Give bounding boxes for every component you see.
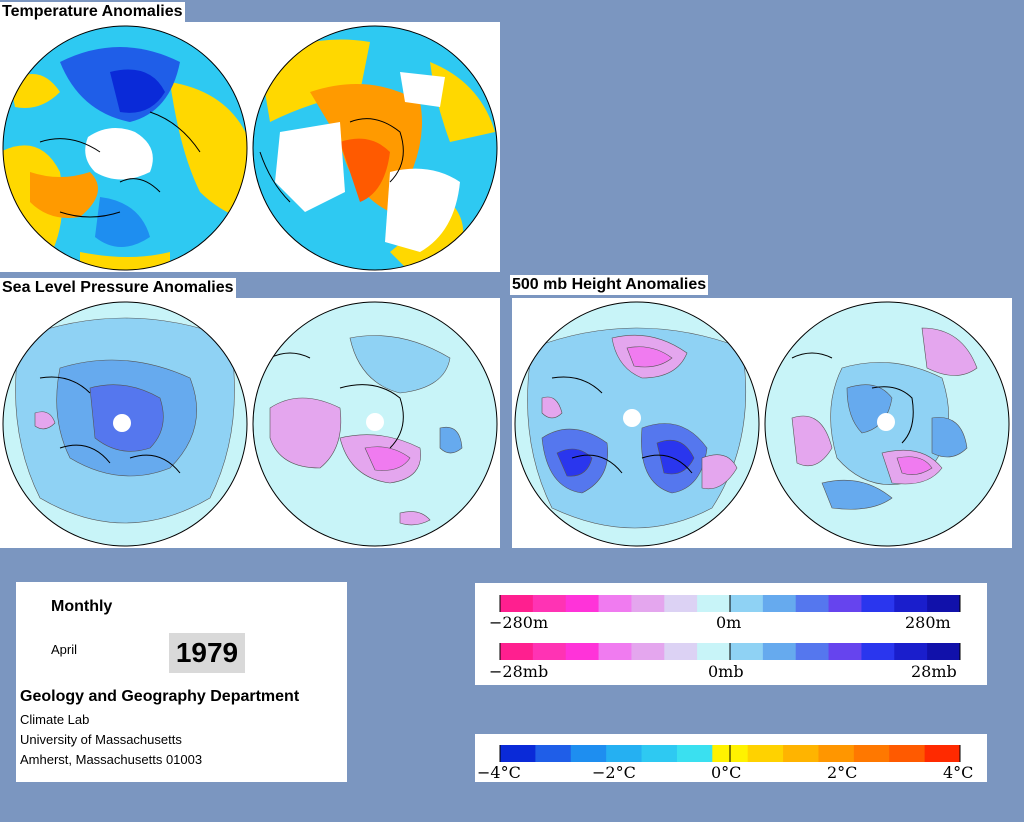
height-swatch-8 bbox=[762, 595, 797, 612]
temp-swatch-7 bbox=[747, 745, 784, 762]
info-box: Monthly April 1979 Geology and Geography… bbox=[16, 582, 347, 782]
pressure-swatch-9 bbox=[795, 643, 830, 660]
height-label-min: −280m bbox=[489, 613, 548, 632]
slp-title: Sea Level Pressure Anomalies bbox=[0, 278, 236, 298]
pressure-swatch-7 bbox=[730, 643, 764, 660]
height-title: 500 mb Height Anomalies bbox=[510, 275, 709, 295]
temp-label-3: 2°C bbox=[827, 763, 857, 782]
temp-swatch-9 bbox=[818, 745, 855, 762]
height-swatch-12 bbox=[894, 595, 928, 612]
temperature-globe-south bbox=[252, 25, 498, 271]
pressure-swatch-0 bbox=[500, 643, 534, 660]
temperature-colorbar bbox=[499, 745, 961, 762]
height-globe-south bbox=[764, 301, 1010, 547]
temp-label-0: −4°C bbox=[477, 763, 521, 782]
pressure-swatch-11 bbox=[861, 643, 895, 660]
pressure-swatch-1 bbox=[532, 643, 567, 660]
pressure-label-mid: 0mb bbox=[708, 662, 744, 681]
temp-swatch-0 bbox=[500, 745, 536, 762]
pressure-swatch-5 bbox=[664, 643, 698, 660]
temp-label-2: 0°C bbox=[711, 763, 741, 782]
lab-label: Climate Lab bbox=[20, 712, 90, 727]
temp-swatch-11 bbox=[889, 745, 926, 762]
temp-swatch-12 bbox=[924, 745, 961, 762]
temp-swatch-2 bbox=[570, 745, 607, 762]
period-label: Monthly bbox=[51, 598, 113, 615]
month-label: April bbox=[51, 642, 78, 657]
temp-label-4: 4°C bbox=[943, 763, 973, 782]
height-swatch-7 bbox=[730, 595, 764, 612]
height-swatch-2 bbox=[565, 595, 600, 612]
temp-label-1: −2°C bbox=[592, 763, 636, 782]
temp-swatch-1 bbox=[535, 745, 572, 762]
pressure-swatch-3 bbox=[598, 643, 632, 660]
university-label: University of Massachusetts bbox=[20, 732, 182, 747]
pressure-swatch-8 bbox=[762, 643, 797, 660]
height-pressure-legend-svg: −280m 0m 280m −28mb 0mb 28mb bbox=[489, 595, 961, 681]
pressure-swatch-6 bbox=[697, 643, 731, 660]
height-swatch-0 bbox=[500, 595, 534, 612]
temp-swatch-3 bbox=[606, 745, 643, 762]
height-label-mid: 0m bbox=[716, 613, 741, 632]
height-swatch-11 bbox=[861, 595, 895, 612]
temp-swatch-10 bbox=[853, 745, 890, 762]
temperature-legend: −4°C −2°C 0°C 2°C 4°C bbox=[475, 734, 987, 782]
department-label: Geology and Geography Department bbox=[20, 688, 300, 705]
pressure-swatch-4 bbox=[631, 643, 665, 660]
temp-swatch-5 bbox=[676, 745, 713, 762]
height-globe-north bbox=[514, 301, 760, 547]
address-label: Amherst, Massachusetts 01003 bbox=[20, 752, 203, 767]
pressure-swatch-10 bbox=[828, 643, 862, 660]
temperature-globe-north bbox=[2, 25, 248, 271]
height-swatch-10 bbox=[828, 595, 862, 612]
pressure-label-min: −28mb bbox=[489, 662, 548, 681]
temp-swatch-8 bbox=[783, 745, 819, 762]
height-swatch-5 bbox=[664, 595, 698, 612]
year-label: 1979 bbox=[169, 633, 245, 673]
temp-swatch-4 bbox=[641, 745, 678, 762]
height-swatch-1 bbox=[532, 595, 567, 612]
slp-globe-north bbox=[2, 301, 248, 547]
height-swatch-6 bbox=[697, 595, 731, 612]
temperature-legend-svg: −4°C −2°C 0°C 2°C 4°C bbox=[477, 745, 973, 782]
pressure-swatch-12 bbox=[894, 643, 928, 660]
pressure-swatch-2 bbox=[565, 643, 600, 660]
pressure-label-max: 28mb bbox=[911, 662, 957, 681]
height-swatch-13 bbox=[927, 595, 961, 612]
height-colorbar bbox=[499, 595, 961, 612]
height-label-max: 280m bbox=[905, 613, 951, 632]
slp-globe-south bbox=[252, 301, 498, 547]
pressure-colorbar bbox=[499, 643, 961, 660]
height-swatch-4 bbox=[631, 595, 665, 612]
height-pressure-legend: −280m 0m 280m −28mb 0mb 28mb bbox=[475, 583, 987, 685]
temperature-title: Temperature Anomalies bbox=[0, 2, 185, 22]
height-swatch-9 bbox=[795, 595, 830, 612]
pressure-swatch-13 bbox=[927, 643, 961, 660]
height-swatch-3 bbox=[598, 595, 632, 612]
